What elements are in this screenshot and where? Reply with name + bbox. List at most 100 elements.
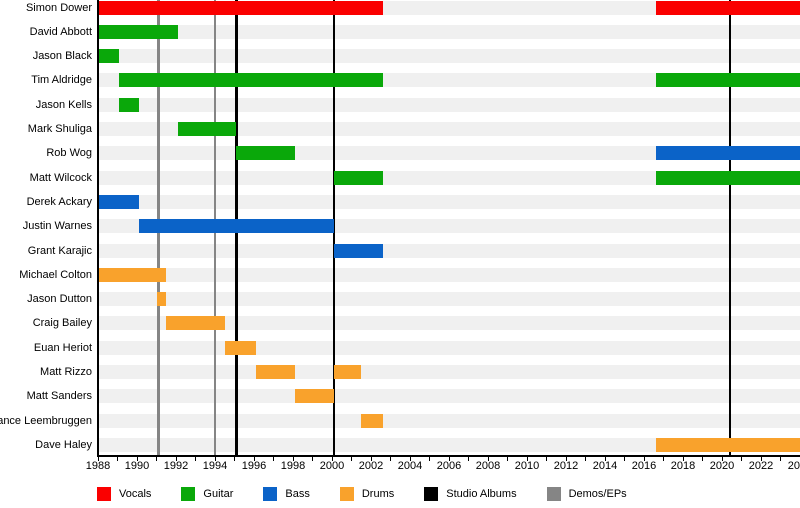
axis-tick bbox=[292, 456, 294, 461]
axis-tick bbox=[253, 456, 255, 461]
axis-tick bbox=[507, 456, 508, 461]
member-label-euan-heriot: Euan Heriot bbox=[33, 341, 92, 354]
studio-album-line bbox=[728, 0, 732, 455]
legend-item-guitar: Guitar bbox=[181, 487, 233, 501]
legend-item-bass: Bass bbox=[263, 487, 310, 501]
legend-item-studio-albums: Studio Albums bbox=[424, 487, 517, 501]
member-label-michael-colton: Michael Colton bbox=[19, 268, 92, 281]
axis-tick bbox=[448, 456, 450, 461]
axis-tick-label: 2024 bbox=[787, 460, 800, 472]
legend-label-guitar: Guitar bbox=[203, 488, 234, 500]
axis-tick bbox=[136, 456, 138, 461]
axis-tick-label: 2000 bbox=[319, 460, 345, 472]
member-bar bbox=[655, 0, 800, 15]
axis-tick bbox=[468, 456, 469, 461]
axis-tick bbox=[214, 456, 216, 461]
legend-swatch-guitar bbox=[181, 487, 196, 501]
legend-label-bass: Bass bbox=[285, 488, 310, 500]
member-bar bbox=[119, 73, 383, 88]
axis-tick bbox=[370, 456, 372, 461]
member-bar bbox=[333, 170, 383, 185]
axis-tick-label: 2006 bbox=[436, 460, 462, 472]
axis-tick bbox=[409, 456, 411, 461]
legend-swatch-bass bbox=[263, 487, 278, 501]
axis-tick-label: 1994 bbox=[202, 460, 228, 472]
axis-tick bbox=[273, 456, 274, 461]
member-label-jason-black: Jason Black bbox=[32, 50, 92, 63]
axis-tick bbox=[97, 456, 99, 461]
row-stripe bbox=[98, 413, 800, 428]
member-label-mark-shuliga: Mark Shuliga bbox=[27, 123, 92, 135]
member-label-tim-aldridge: Tim Aldridge bbox=[31, 74, 92, 87]
studio-album-line bbox=[332, 0, 336, 455]
member-label-matt-sanders: Matt Sanders bbox=[26, 390, 92, 403]
legend-swatch-studio-albums bbox=[424, 487, 439, 501]
axis-tick bbox=[721, 456, 723, 461]
axis-tick-label: 2020 bbox=[709, 460, 735, 472]
row-stripe bbox=[98, 194, 800, 209]
axis-tick-label: 2022 bbox=[748, 460, 774, 472]
axis-tick bbox=[156, 456, 157, 461]
axis-tick bbox=[702, 456, 703, 461]
row-stripe bbox=[98, 365, 800, 379]
row-stripe bbox=[98, 389, 800, 404]
axis-tick-label: 2012 bbox=[553, 460, 579, 472]
member-bar bbox=[236, 146, 295, 161]
axis-tick bbox=[117, 456, 118, 461]
axis-tick-label: 1990 bbox=[124, 460, 150, 472]
member-label-matt-wilcock: Matt Wilcock bbox=[29, 171, 92, 184]
axis-tick bbox=[604, 456, 606, 461]
axis-tick bbox=[682, 456, 684, 461]
member-label-simon-dower: Simon Dower bbox=[25, 1, 92, 14]
member-label-lance-leembruggen: Lance Leembruggen bbox=[0, 414, 92, 427]
row-stripe bbox=[98, 97, 800, 112]
legend-label-demos-eps: Demos/EPs bbox=[568, 488, 627, 500]
row-stripe bbox=[98, 24, 800, 39]
member-label-david-abbott: David Abbott bbox=[29, 25, 92, 38]
member-bar bbox=[156, 292, 167, 307]
axis-tick bbox=[741, 456, 742, 461]
axis-tick bbox=[526, 456, 528, 461]
legend: Vocals Guitar Bass Drums Studio Albums Demos/… bbox=[97, 487, 627, 501]
axis-tick bbox=[585, 456, 586, 461]
legend-swatch-drums bbox=[339, 487, 354, 501]
axis-tick bbox=[624, 456, 625, 461]
member-bar bbox=[333, 365, 362, 379]
axis-tick bbox=[195, 456, 196, 461]
axis-tick bbox=[487, 456, 489, 461]
axis-tick bbox=[331, 456, 333, 461]
axis-tick-label: 1988 bbox=[85, 460, 111, 472]
axis-tick bbox=[234, 456, 235, 461]
axis-tick-label: 2010 bbox=[514, 460, 540, 472]
member-bar bbox=[98, 0, 383, 15]
member-label-dave-haley: Dave Haley bbox=[35, 438, 92, 451]
member-bar bbox=[98, 194, 139, 209]
member-label-derek-ackary: Derek Ackary bbox=[26, 195, 92, 208]
member-bar bbox=[255, 365, 295, 379]
axis-tick-label: 2018 bbox=[670, 460, 696, 472]
member-bar bbox=[655, 170, 800, 185]
row-stripe bbox=[98, 170, 800, 185]
legend-swatch-demos-eps bbox=[546, 487, 561, 501]
member-label-jason-kells: Jason Kells bbox=[35, 98, 92, 111]
axis-tick bbox=[351, 456, 352, 461]
axis-tick bbox=[760, 456, 762, 461]
legend-label-vocals: Vocals bbox=[119, 488, 152, 500]
axis-tick bbox=[429, 456, 430, 461]
member-bar bbox=[361, 413, 383, 428]
x-axis-line bbox=[97, 455, 800, 457]
member-label-grant-karajic: Grant Karajic bbox=[27, 244, 92, 257]
member-label-matt-rizzo: Matt Rizzo bbox=[40, 366, 92, 378]
legend-item-demos-eps: Demos/EPs bbox=[546, 487, 627, 501]
row-stripe bbox=[98, 243, 800, 258]
member-bar bbox=[98, 24, 178, 39]
legend-swatch-vocals bbox=[97, 487, 111, 501]
axis-tick-label: 1998 bbox=[280, 460, 306, 472]
row-stripe bbox=[98, 49, 800, 64]
axis-tick-label: 1992 bbox=[163, 460, 189, 472]
axis-tick-label: 2002 bbox=[358, 460, 384, 472]
axis-tick-label: 2008 bbox=[475, 460, 501, 472]
legend-label-drums: Drums bbox=[361, 488, 395, 500]
